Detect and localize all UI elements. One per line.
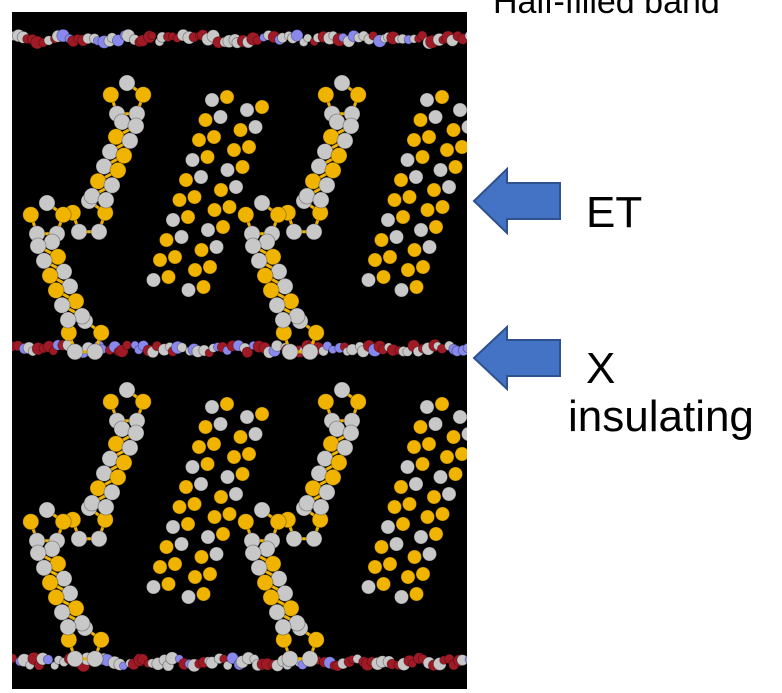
x-arrow-shape [472, 325, 561, 391]
band-title: Half-filled band [493, 0, 720, 21]
anion-layer [12, 28, 467, 50]
et-layer [22, 381, 467, 668]
left-arrow-icon [472, 325, 561, 391]
left-arrow-icon [472, 167, 561, 235]
et-layer [22, 74, 467, 361]
crystal-structure-image [12, 12, 467, 689]
et-layer-label: ET [586, 188, 643, 237]
et-arrow-shape [472, 167, 561, 235]
anion-layer [12, 651, 467, 673]
anion-layer-label: X [586, 344, 616, 393]
insulating-label: insulating [568, 392, 754, 441]
